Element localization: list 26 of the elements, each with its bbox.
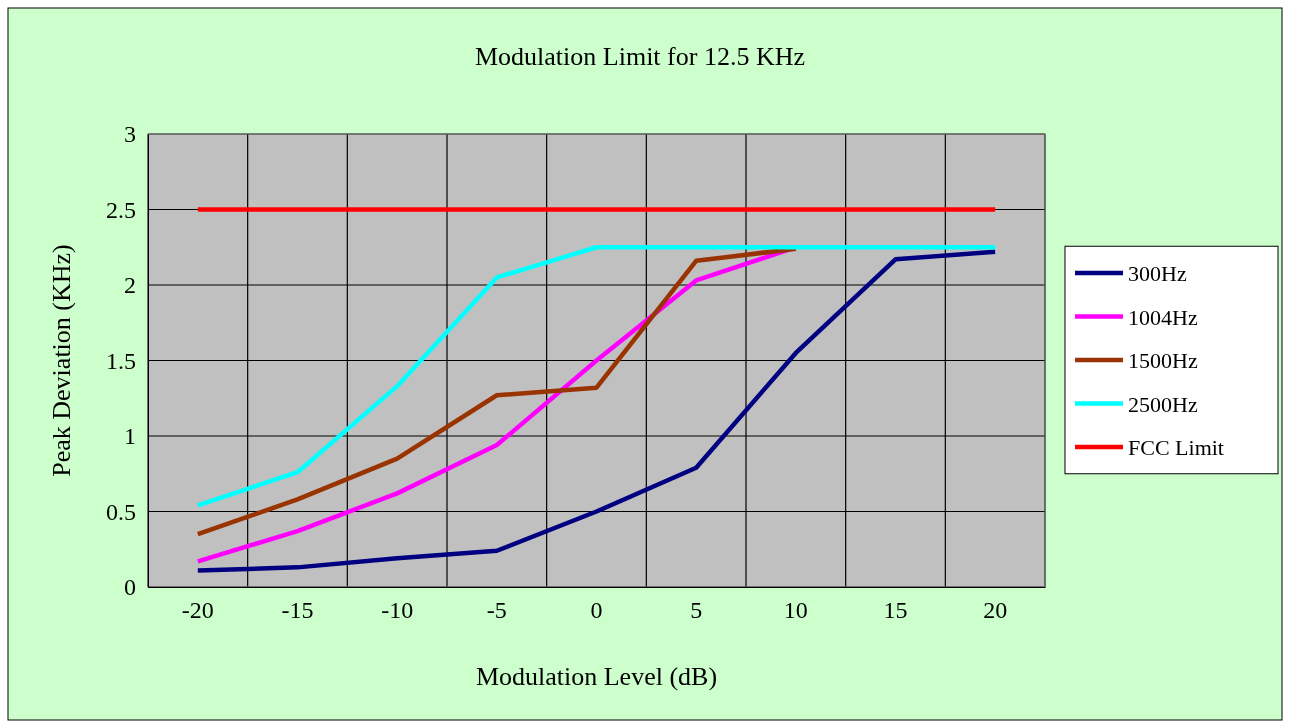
x-tick-label: 10 (783, 597, 808, 624)
x-tick-label: 0 (590, 597, 603, 624)
x-tick-label: -20 (181, 597, 214, 624)
legend-label: 1004Hz (1128, 304, 1198, 330)
y-tick-label: 0.5 (106, 498, 136, 525)
legend-label: 2500Hz (1128, 391, 1198, 417)
line-series (195, 245, 998, 508)
legend-label: 300Hz (1128, 261, 1187, 286)
y-tick-label: 2 (124, 272, 136, 299)
y-axis-title: Peak Deviation (KHz) (47, 244, 76, 477)
legend-label: 1500Hz (1128, 348, 1198, 373)
y-tick-label: 3 (124, 121, 136, 148)
legend-label: FCC Limit (1128, 435, 1224, 460)
x-tick-label: 5 (690, 597, 703, 624)
line-series (195, 249, 998, 573)
y-tick-label: 1 (124, 423, 136, 450)
y-tick-label: 1.5 (106, 347, 136, 374)
y-tick-label: 2.5 (106, 196, 136, 223)
x-tick-label: -10 (381, 597, 414, 624)
x-tick-label: 15 (883, 597, 908, 624)
x-tick-label: -15 (281, 597, 314, 624)
x-axis-title: Modulation Level (dB) (475, 662, 718, 691)
x-tick-label: -5 (486, 597, 507, 624)
chart-title: Modulation Limit for 12.5 KHz (474, 42, 806, 71)
y-tick-label: 0 (124, 574, 136, 601)
x-tick-label: 20 (983, 597, 1008, 624)
